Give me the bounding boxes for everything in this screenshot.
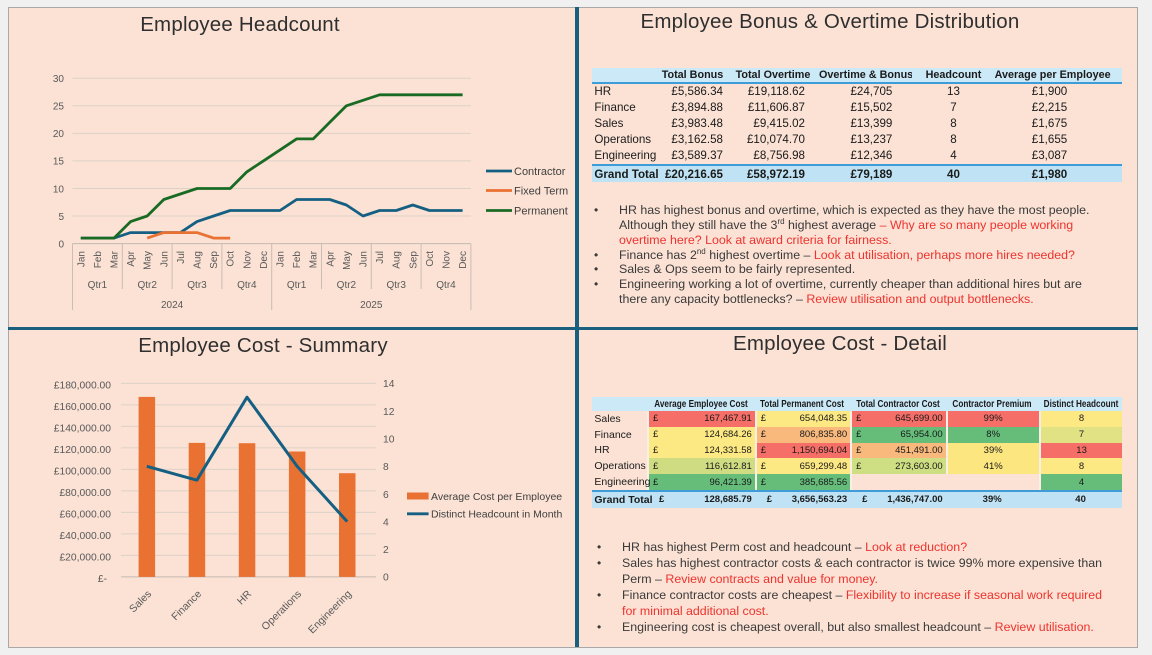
svg-text:Sep: Sep xyxy=(408,251,419,269)
svg-text:Nov: Nov xyxy=(242,251,253,269)
svg-text:Jul: Jul xyxy=(375,251,386,264)
svg-text:Apr: Apr xyxy=(325,250,336,266)
svg-text:5: 5 xyxy=(58,212,64,223)
svg-text:2024: 2024 xyxy=(161,300,184,311)
svg-text:£20,000.00: £20,000.00 xyxy=(59,552,111,563)
svg-text:Feb: Feb xyxy=(93,251,104,269)
svg-text:£40,000.00: £40,000.00 xyxy=(59,531,111,542)
svg-text:£120,000.00: £120,000.00 xyxy=(54,445,112,456)
svg-text:Distinct Headcount in Month: Distinct Headcount in Month xyxy=(431,508,562,520)
svg-text:14: 14 xyxy=(383,379,395,390)
svg-text:Feb: Feb xyxy=(292,251,303,269)
svg-text:£60,000.00: £60,000.00 xyxy=(59,509,111,520)
svg-text:Qtr2: Qtr2 xyxy=(137,280,157,291)
svg-text:Sep: Sep xyxy=(209,251,220,269)
svg-text:8: 8 xyxy=(383,462,389,473)
svg-text:Jan: Jan xyxy=(276,251,287,267)
svg-text:Qtr1: Qtr1 xyxy=(287,280,307,291)
svg-text:Qtr2: Qtr2 xyxy=(337,280,357,291)
svg-text:Oct: Oct xyxy=(425,251,436,267)
svg-text:£80,000.00: £80,000.00 xyxy=(59,488,111,499)
svg-text:May: May xyxy=(143,251,154,270)
svg-text:Permanent: Permanent xyxy=(514,205,568,217)
svg-text:0: 0 xyxy=(383,572,389,583)
svg-text:Qtr3: Qtr3 xyxy=(187,280,207,291)
svg-text:Qtr4: Qtr4 xyxy=(436,280,456,291)
svg-text:10: 10 xyxy=(53,184,65,195)
svg-text:Qtr1: Qtr1 xyxy=(88,280,108,291)
svg-text:£-: £- xyxy=(98,574,107,585)
svg-text:£160,000.00: £160,000.00 xyxy=(54,402,112,413)
svg-text:30: 30 xyxy=(53,74,65,85)
svg-text:Jan: Jan xyxy=(76,251,87,267)
svg-text:Finance: Finance xyxy=(169,588,204,623)
svg-text:15: 15 xyxy=(53,157,65,168)
svg-text:Fixed Term: Fixed Term xyxy=(514,185,568,197)
svg-text:Dec: Dec xyxy=(259,251,270,269)
svg-text:6: 6 xyxy=(383,489,389,500)
svg-text:£100,000.00: £100,000.00 xyxy=(54,466,112,477)
svg-text:Aug: Aug xyxy=(193,251,204,269)
svg-text:Jun: Jun xyxy=(359,251,370,267)
svg-text:25: 25 xyxy=(53,102,65,113)
svg-text:Aug: Aug xyxy=(392,251,403,269)
svg-text:10: 10 xyxy=(383,434,395,445)
svg-text:0: 0 xyxy=(58,239,64,250)
svg-text:2: 2 xyxy=(383,545,389,556)
svg-text:12: 12 xyxy=(383,406,395,417)
svg-text:£140,000.00: £140,000.00 xyxy=(54,423,112,434)
svg-text:HR: HR xyxy=(235,587,255,607)
svg-text:Average Cost per Employee: Average Cost per Employee xyxy=(431,490,562,502)
svg-text:Mar: Mar xyxy=(110,250,121,268)
svg-text:Engineering: Engineering xyxy=(306,588,354,636)
svg-text:Oct: Oct xyxy=(226,251,237,267)
svg-text:Operations: Operations xyxy=(259,588,304,633)
svg-text:Qtr3: Qtr3 xyxy=(386,280,406,291)
svg-text:20: 20 xyxy=(53,129,65,140)
svg-text:Sales: Sales xyxy=(127,588,154,615)
svg-text:Apr: Apr xyxy=(126,250,137,266)
svg-text:4: 4 xyxy=(383,517,389,528)
svg-text:Contractor: Contractor xyxy=(514,166,566,178)
svg-text:Qtr4: Qtr4 xyxy=(237,280,257,291)
svg-text:Dec: Dec xyxy=(458,251,469,269)
svg-text:£180,000.00: £180,000.00 xyxy=(54,380,112,391)
svg-text:Nov: Nov xyxy=(442,251,453,269)
svg-text:Jun: Jun xyxy=(159,251,170,267)
svg-text:2025: 2025 xyxy=(360,300,383,311)
svg-text:Jul: Jul xyxy=(176,251,187,264)
svg-text:May: May xyxy=(342,251,353,270)
svg-text:Mar: Mar xyxy=(309,250,320,268)
